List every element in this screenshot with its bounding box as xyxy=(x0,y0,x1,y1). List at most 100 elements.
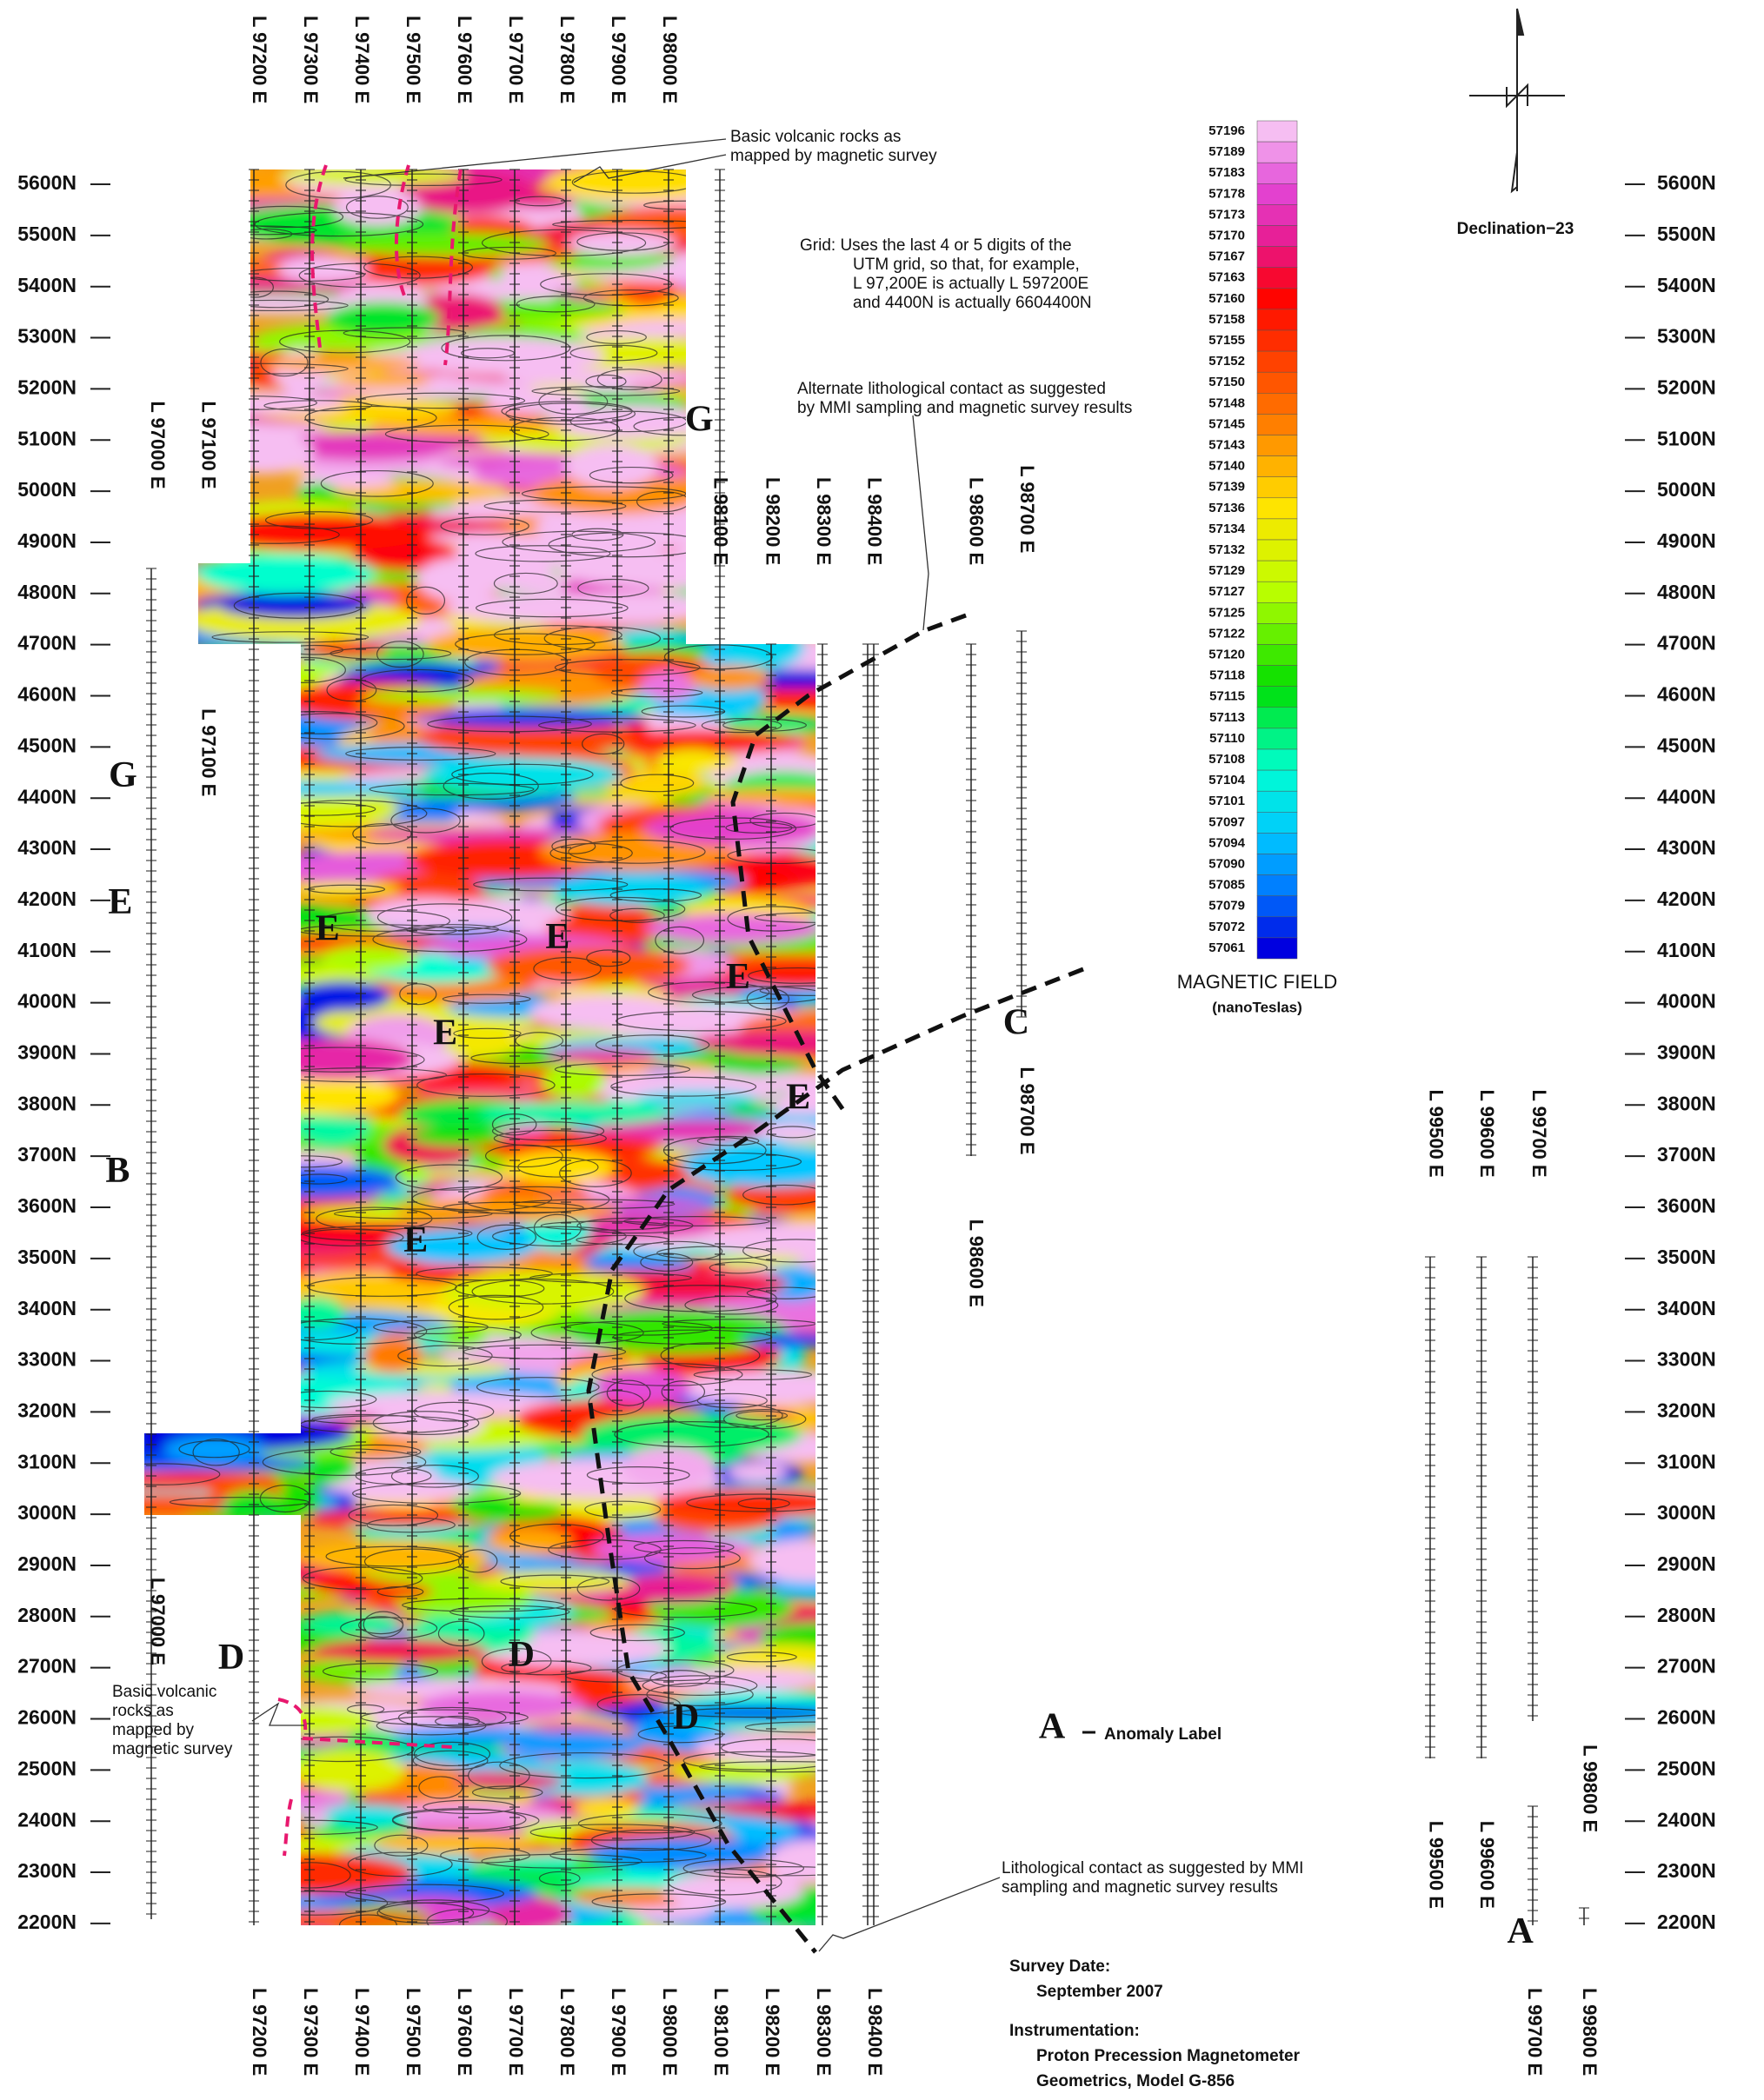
field-blob xyxy=(606,319,750,337)
northing-label: 4100N xyxy=(17,939,77,961)
line-label: L 98200 E xyxy=(762,477,784,565)
declination: Declination−23 xyxy=(1457,220,1574,238)
northing-label: 3300N xyxy=(1657,1348,1716,1371)
northing-label: 5100N xyxy=(1657,427,1716,449)
northing-label: 3000N xyxy=(1657,1501,1716,1524)
legend-swatch xyxy=(1257,938,1297,959)
legend-value: 57118 xyxy=(1209,668,1245,683)
northing-label: 4800N xyxy=(17,581,77,603)
legend-value: 57189 xyxy=(1208,144,1245,159)
northing-label: 4700N xyxy=(1657,632,1716,655)
northing-label: 2800N xyxy=(1657,1604,1716,1626)
line-label: L 98300 E xyxy=(813,477,835,565)
legend-swatch xyxy=(1257,602,1297,623)
magnetic-field-image xyxy=(38,157,923,1944)
legend-value: 57143 xyxy=(1208,438,1245,453)
line-label: L 98600 E xyxy=(965,1219,987,1307)
field-blob xyxy=(220,595,369,618)
northing-label: 4900N xyxy=(1657,529,1716,552)
legend-value: 57125 xyxy=(1208,605,1245,620)
northing-label: 2400N xyxy=(17,1808,77,1831)
legend-swatch xyxy=(1257,247,1297,268)
northing-label: 2700N xyxy=(1657,1655,1716,1678)
legend-value: 57115 xyxy=(1209,689,1245,704)
field-blob xyxy=(662,754,740,771)
legend-swatch xyxy=(1257,204,1297,225)
anomaly-label: C xyxy=(1003,1002,1029,1042)
field-blob xyxy=(196,554,375,595)
legend-value: 57145 xyxy=(1208,416,1245,431)
legend-value: 57136 xyxy=(1208,501,1245,515)
legend-value: 57108 xyxy=(1208,752,1245,767)
northing-label: 5000N xyxy=(1657,478,1716,501)
legend-value: 57072 xyxy=(1208,920,1245,934)
annotation: Alternate lithological contact as sugges… xyxy=(797,380,1106,398)
legend-swatch xyxy=(1257,163,1297,183)
north-arrow xyxy=(1469,9,1565,191)
northing-label: 5300N xyxy=(17,325,77,348)
legend-value: 57173 xyxy=(1208,207,1245,222)
survey-info: Geometrics, Model G-856 xyxy=(1036,2072,1235,2090)
anomaly-label: E xyxy=(108,882,132,922)
line-label: L 98400 E xyxy=(864,477,886,565)
anomaly-label: E xyxy=(316,909,340,949)
line-label: L 99800 E xyxy=(1579,1988,1601,2076)
northing-label: 2700N xyxy=(17,1655,77,1678)
anomaly-label: G xyxy=(109,755,137,795)
northing-label: 2800N xyxy=(17,1604,77,1626)
field-blob xyxy=(728,1463,788,1481)
anomaly-label: E xyxy=(545,917,569,957)
line-label: L 97800 E xyxy=(556,1988,578,2076)
field-blob xyxy=(335,374,431,388)
legend-value: 57094 xyxy=(1208,835,1245,850)
field-blob xyxy=(197,781,426,796)
northing-label: 5600N xyxy=(1657,171,1716,194)
northing-label: 4400N xyxy=(17,785,77,807)
legend-value: 57132 xyxy=(1208,542,1245,557)
northing-label: 3900N xyxy=(1657,1041,1716,1064)
legend-value: 57110 xyxy=(1209,731,1245,746)
annotation: magnetic survey xyxy=(112,1740,233,1758)
legend-swatch xyxy=(1257,540,1297,561)
northing-label: 3600N xyxy=(17,1194,77,1217)
northing-label: 2300N xyxy=(17,1859,77,1882)
line-label: L 97700 E xyxy=(505,16,527,103)
legend-value: 57170 xyxy=(1208,229,1245,243)
line-label: L 97100 E xyxy=(198,708,220,796)
field-blob xyxy=(366,419,568,435)
northing-label: 4600N xyxy=(17,683,77,706)
legend-swatch xyxy=(1257,289,1297,309)
legend-swatch xyxy=(1257,393,1297,414)
line-label: L 98400 E xyxy=(864,1988,886,2076)
line-label: L 97700 E xyxy=(505,1988,527,2076)
northing-label: 4000N xyxy=(1657,990,1716,1013)
legend-swatch xyxy=(1257,561,1297,581)
field-blob xyxy=(749,1539,871,1582)
legend-swatch xyxy=(1257,749,1297,770)
legend-value: 57140 xyxy=(1208,459,1245,474)
northing-label: 4100N xyxy=(1657,939,1716,961)
line-label: L 99500 E xyxy=(1425,1089,1447,1177)
line-label: L 97200 E xyxy=(249,1988,270,2076)
survey-info: Survey Date: xyxy=(1009,1957,1110,1976)
northing-label: 4500N xyxy=(17,734,77,756)
anomaly-legend-text: Anomaly Label xyxy=(1104,1725,1221,1744)
northing-label: 4000N xyxy=(17,990,77,1013)
northing-label: 3800N xyxy=(17,1092,77,1114)
northing-label: 3300N xyxy=(17,1348,77,1371)
line-label: L 97800 E xyxy=(556,16,578,103)
legend-swatch xyxy=(1257,142,1297,163)
line-label: L 99700 E xyxy=(1524,1988,1546,2076)
anomaly-legend-letter: A xyxy=(1039,1707,1066,1747)
legend-swatch xyxy=(1257,581,1297,602)
line-label: L 98100 E xyxy=(710,477,732,565)
field-blob xyxy=(209,1910,434,1931)
legend-swatch xyxy=(1257,121,1297,142)
field-blob xyxy=(460,1503,566,1522)
line-label: L 97500 E xyxy=(403,16,424,103)
line-label: L 99600 E xyxy=(1476,1821,1498,1909)
northing-label: 4600N xyxy=(1657,683,1716,706)
line-label: L 99800 E xyxy=(1579,1744,1601,1832)
northing-label: 2600N xyxy=(1657,1706,1716,1729)
legend-value: 57097 xyxy=(1208,814,1245,829)
